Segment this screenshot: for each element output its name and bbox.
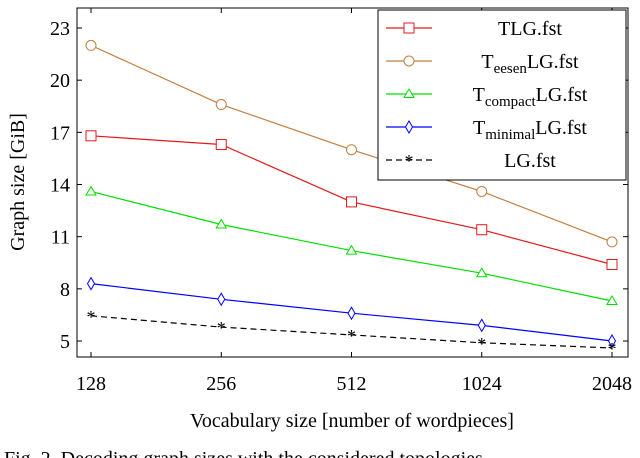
legend-label: TeesenLG.fst — [481, 51, 579, 77]
series-tlgfst — [85, 130, 618, 271]
legend-entry: TeesenLG.fst — [386, 51, 579, 77]
y-tick-label: 23 — [50, 18, 70, 40]
data-point-circle — [85, 39, 97, 51]
data-point-triangle — [345, 244, 358, 255]
data-point-star: * — [405, 151, 414, 171]
x-tick-label: 128 — [76, 373, 106, 395]
x-tick-label: 2048 — [592, 373, 632, 395]
data-point-square — [215, 139, 227, 151]
series-lgfst: * * * * * — [87, 307, 617, 359]
legend-entry: TcompactLG.fst — [386, 84, 588, 110]
data-point-triangle — [475, 267, 488, 278]
data-point-square — [85, 130, 97, 142]
legend-label: TcompactLG.fst — [473, 84, 588, 110]
legend-entry: TLG.fst — [386, 18, 562, 40]
y-tick-label: 14 — [50, 175, 70, 197]
series-line — [90, 315, 613, 349]
y-tick-label: 20 — [50, 70, 70, 92]
data-point-triangle — [215, 218, 228, 229]
data-point-diamond — [607, 334, 617, 349]
data-point-star: * — [477, 334, 486, 354]
legend-label: LG.fst — [504, 150, 556, 172]
data-point-star: * — [608, 339, 617, 359]
y-axis-label: Graph size [GiB] — [7, 113, 29, 251]
data-point-star: * — [217, 318, 226, 338]
data-point-diamond — [404, 120, 414, 134]
data-point-square — [476, 224, 488, 236]
data-point-diamond — [477, 318, 486, 333]
series-tcompactlgfst — [85, 185, 618, 306]
data-point-diamond — [217, 292, 226, 307]
plot-frame — [76, 7, 629, 358]
data-point-square — [346, 196, 357, 208]
x-tick-label: 512 — [337, 373, 367, 395]
data-point-star: * — [347, 326, 356, 346]
x-tick-label: 1024 — [462, 373, 502, 395]
legend-label: TLG.fst — [498, 18, 562, 40]
data-point-circle — [606, 236, 618, 248]
data-point-star: * — [87, 307, 96, 327]
y-tick-label: 11 — [51, 227, 70, 249]
legend-label: TminimalLG.fst — [473, 117, 587, 143]
data-point-circle — [403, 55, 415, 67]
data-point-diamond — [86, 276, 96, 291]
data-point-diamond — [347, 306, 356, 321]
data-point-square — [606, 259, 618, 271]
data-point-triangle — [403, 88, 415, 98]
data-point-circle — [346, 144, 357, 156]
data-point-circle — [476, 185, 488, 197]
series-teesenlgfst — [85, 39, 618, 248]
legend: TLG.fst TeesenLG.fst TcompactLG.fst Tminima… — [377, 9, 627, 181]
legend-entry: TminimalLG.fst — [386, 117, 587, 143]
data-point-triangle — [85, 185, 97, 196]
figure-caption: Fig. 2. Decoding graph sizes with the co… — [4, 448, 483, 458]
y-tick-label: 5 — [60, 331, 70, 353]
data-point-triangle — [606, 295, 618, 306]
legend-box — [377, 9, 627, 181]
x-tick-label: 256 — [206, 373, 236, 395]
y-tick-label: 17 — [50, 122, 70, 144]
data-point-circle — [215, 99, 227, 111]
data-point-square — [403, 22, 415, 34]
series-tminimallgfst — [86, 276, 617, 349]
x-axis-label: Vocabulary size [number of wordpieces] — [190, 410, 514, 432]
legend-entry: * LG.fst — [386, 150, 556, 172]
y-tick-label: 8 — [60, 279, 70, 301]
